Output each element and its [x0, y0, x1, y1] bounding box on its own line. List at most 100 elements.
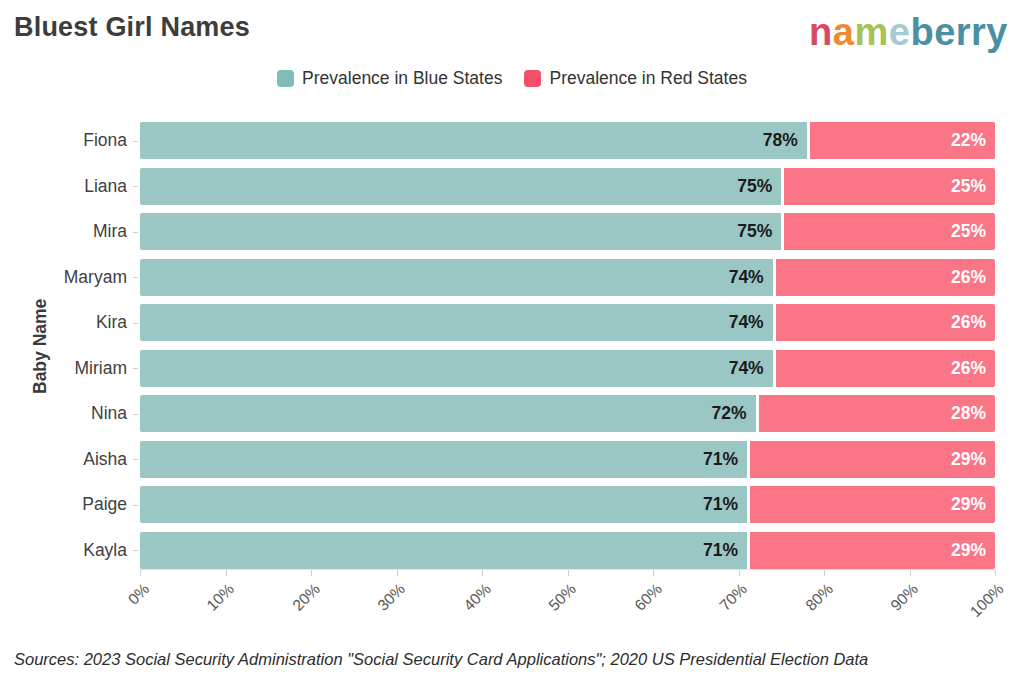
segment-red-states: 29% [750, 532, 995, 569]
legend-label: Prevalence in Blue States [302, 68, 502, 89]
bar-row: Aisha71%29% [140, 441, 995, 478]
segment-red-states: 25% [784, 168, 995, 205]
stacked-bar: 71% 29% [140, 441, 995, 478]
bar-row: Fiona78%22% [140, 122, 995, 159]
category-label: Kayla [83, 532, 127, 569]
value-label-blue: 74% [729, 304, 764, 341]
segment-blue-states: 74% [140, 350, 773, 387]
bar-row: Kayla71%29% [140, 532, 995, 569]
stacked-bar: 74% 26% [140, 304, 995, 341]
segment-red-states: 25% [784, 213, 995, 250]
source-note: Sources: 2023 Social Security Administra… [14, 650, 868, 669]
value-label-blue: 74% [729, 259, 764, 296]
value-label-blue: 78% [763, 122, 798, 159]
segment-red-states: 29% [750, 486, 995, 523]
nameberry-logo: nameberry [809, 10, 1008, 56]
x-tick-label: 20% [289, 580, 324, 615]
stacked-bar: 74% 26% [140, 259, 995, 296]
category-label: Paige [82, 486, 127, 523]
y-tick-mark [133, 414, 138, 415]
plot-area: Fiona78%22%Liana75%25%Mira75%25%Maryam74… [140, 122, 995, 569]
bar-row: Mira75%25% [140, 213, 995, 250]
bar-row: Paige71%29% [140, 486, 995, 523]
category-label: Nina [91, 395, 127, 432]
value-label-blue: 71% [703, 486, 738, 523]
stacked-bar: 78% 22% [140, 122, 995, 159]
value-label-red: 26% [951, 350, 986, 387]
category-label: Maryam [64, 259, 127, 296]
x-tick-label: 40% [460, 580, 495, 615]
logo-letter: r [971, 10, 986, 56]
x-tick-label: 10% [204, 580, 239, 615]
bar-row: Kira74%26% [140, 304, 995, 341]
logo-letter: e [934, 10, 956, 56]
segment-red-states: 26% [776, 350, 995, 387]
value-label-red: 28% [951, 395, 986, 432]
logo-letter: m [854, 10, 888, 56]
segment-blue-states: 74% [140, 304, 773, 341]
x-tick-label: 90% [888, 580, 923, 615]
x-tick-mark [910, 570, 911, 576]
value-label-red: 26% [951, 304, 986, 341]
stacked-bar: 72% 28% [140, 395, 995, 432]
category-label: Liana [84, 168, 127, 205]
y-tick-mark [133, 277, 138, 278]
bar-rows: Fiona78%22%Liana75%25%Mira75%25%Maryam74… [140, 122, 995, 569]
stacked-bar: 74% 26% [140, 350, 995, 387]
segment-blue-states: 75% [140, 213, 781, 250]
x-tick-mark [311, 570, 312, 576]
segment-blue-states: 78% [140, 122, 807, 159]
x-axis: 0%10%20%30%40%50%60%70%80%90%100% [140, 569, 995, 630]
value-label-red: 29% [951, 486, 986, 523]
segment-blue-states: 72% [140, 395, 756, 432]
y-tick-mark [133, 550, 138, 551]
segment-blue-states: 74% [140, 259, 773, 296]
y-tick-mark [133, 141, 138, 142]
value-label-red: 26% [951, 259, 986, 296]
segment-red-states: 26% [776, 259, 995, 296]
logo-letter: y [986, 10, 1008, 56]
category-label: Kira [96, 304, 127, 341]
bar-row: Nina72%28% [140, 395, 995, 432]
x-tick-mark [653, 570, 654, 576]
value-label-red: 29% [951, 441, 986, 478]
value-label-blue: 72% [712, 395, 747, 432]
chart-page: Bluest Girl Names nameberry Prevalence i… [0, 0, 1024, 687]
legend-swatch-icon [277, 70, 294, 87]
value-label-blue: 74% [729, 350, 764, 387]
legend-swatch-icon [524, 70, 541, 87]
value-label-blue: 71% [703, 441, 738, 478]
x-tick-mark [995, 570, 996, 576]
bar-row: Maryam74%26% [140, 259, 995, 296]
y-tick-mark [133, 368, 138, 369]
x-tick-mark [739, 570, 740, 576]
logo-letter: e [889, 10, 911, 56]
x-tick-label: 70% [717, 580, 752, 615]
bar-row: Miriam74%26% [140, 350, 995, 387]
y-tick-mark [133, 459, 138, 460]
x-tick-label: 60% [631, 580, 666, 615]
y-tick-mark [133, 323, 138, 324]
page-title: Bluest Girl Names [14, 12, 250, 43]
legend-item: Prevalence in Red States [524, 68, 746, 89]
value-label-blue: 75% [737, 213, 772, 250]
legend-label: Prevalence in Red States [549, 68, 746, 89]
x-tick-mark [824, 570, 825, 576]
category-label: Aisha [83, 441, 127, 478]
segment-red-states: 29% [750, 441, 995, 478]
x-tick-label: 80% [802, 580, 837, 615]
stacked-bar: 71%29% [140, 532, 995, 569]
category-label: Miriam [75, 350, 128, 387]
y-tick-mark [133, 186, 138, 187]
category-label: Mira [93, 213, 127, 250]
bar-row: Liana75%25% [140, 168, 995, 205]
value-label-red: 22% [951, 122, 986, 159]
segment-blue-states: 71% [140, 441, 747, 478]
value-label-blue: 75% [737, 168, 772, 205]
x-tick-mark [482, 570, 483, 576]
segment-blue-states: 75% [140, 168, 781, 205]
value-label-red: 29% [951, 532, 986, 569]
logo-letter: b [910, 10, 934, 56]
x-tick-label: 50% [546, 580, 581, 615]
segment-red-states: 28% [759, 395, 995, 432]
